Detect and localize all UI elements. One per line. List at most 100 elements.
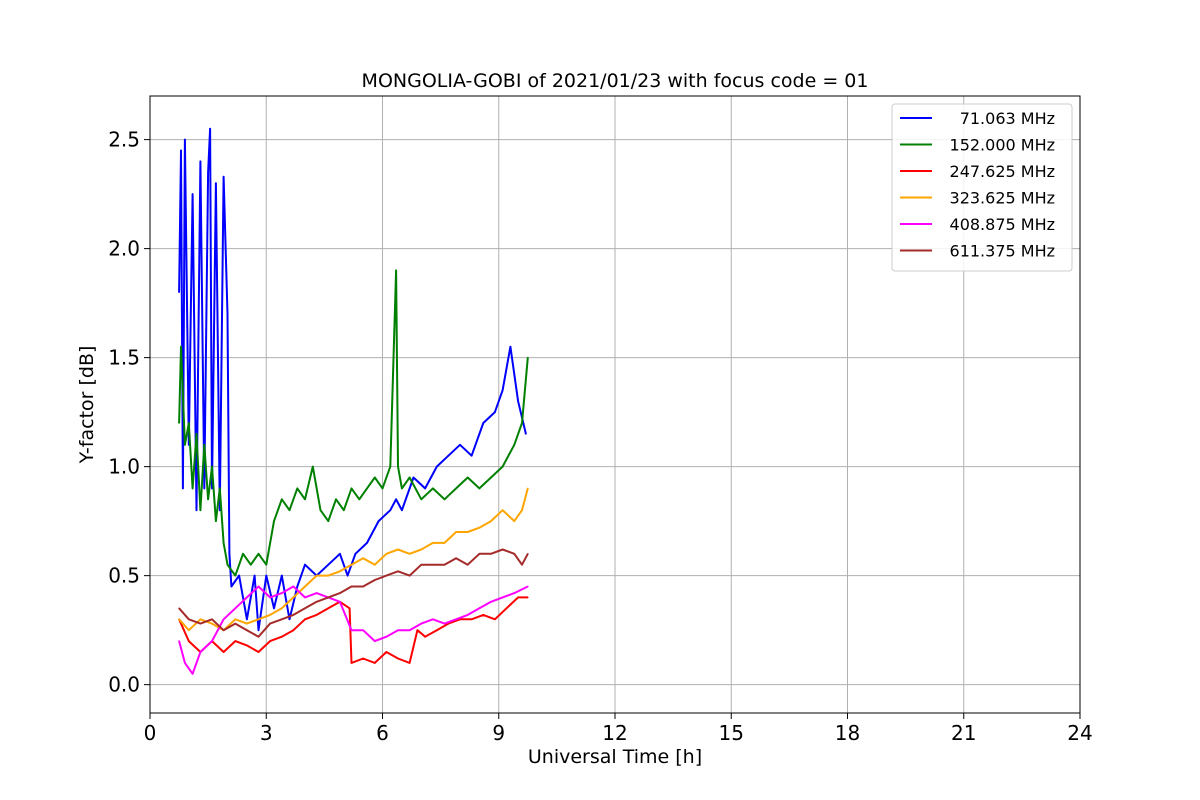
series-1-point <box>207 498 209 501</box>
series-2-point <box>315 614 318 616</box>
series-3-point <box>362 557 364 559</box>
series-5-point <box>521 563 523 566</box>
series-4-point <box>269 596 271 599</box>
series-4-point <box>513 592 516 594</box>
series-2-point <box>385 651 388 653</box>
series-4-point <box>432 618 434 621</box>
series-5-point <box>246 629 248 631</box>
series-4-point <box>385 635 388 638</box>
series-0-point <box>354 553 357 555</box>
series-0-point <box>195 509 198 512</box>
series-4-point <box>501 596 504 599</box>
series-0-point <box>377 520 380 522</box>
series-2-point <box>436 629 438 631</box>
series-3-point <box>527 487 529 490</box>
series-1-point <box>521 422 523 424</box>
series-3-point <box>408 553 411 555</box>
series-1-point <box>203 444 206 446</box>
series-4-point <box>397 629 399 631</box>
series-0-point <box>215 182 217 184</box>
series-0-point <box>436 465 438 468</box>
series-0-point <box>447 454 450 457</box>
series-0-point <box>304 563 306 566</box>
series-5-point <box>222 629 225 631</box>
series-0-point <box>339 553 341 555</box>
series-0-point <box>191 193 194 195</box>
series-1-point <box>335 498 337 501</box>
series-0-point <box>182 487 184 490</box>
series-5-point <box>501 548 504 551</box>
series-5-point <box>466 563 469 566</box>
series-1-point <box>501 465 504 468</box>
series-1-point <box>420 498 423 501</box>
x-tick-label: 18 <box>835 721 860 745</box>
series-5-point <box>327 596 330 599</box>
series-4-point <box>211 640 213 642</box>
x-tick-label: 9 <box>492 721 505 745</box>
series-2-point <box>222 651 225 653</box>
series-3-point <box>385 553 388 555</box>
series-0-point <box>207 171 209 174</box>
series-4-point <box>281 592 283 594</box>
series-4-point <box>222 618 225 621</box>
series-1-point <box>358 498 361 501</box>
series-5-point <box>188 618 190 621</box>
series-3-point <box>281 607 283 610</box>
series-5-point <box>339 592 341 594</box>
series-3-point <box>292 596 295 599</box>
series-4-point <box>362 629 364 631</box>
series-3-point <box>374 563 376 566</box>
series-5-point <box>304 607 306 610</box>
series-3-point <box>501 509 504 512</box>
series-5-point <box>281 618 283 621</box>
series-4-point <box>292 585 295 588</box>
series-4-point <box>374 640 376 642</box>
series-5-point <box>178 607 180 610</box>
series-0-point <box>203 487 206 490</box>
series-1-point <box>191 487 194 490</box>
series-1-point <box>288 509 291 512</box>
series-4-point <box>304 596 306 599</box>
series-4-point <box>246 596 248 599</box>
series-4-point <box>490 601 492 603</box>
ticks: 0 3 6 9 12 15 18 21 24 0.0 0.5 1.0 1.5 2.0 2.5 <box>108 128 1093 745</box>
series-0-point <box>509 345 512 348</box>
series-line-0 <box>178 127 527 632</box>
series-0-point <box>222 175 225 178</box>
series-1-point <box>513 444 516 446</box>
series-4-point <box>420 622 423 625</box>
series-1-point <box>257 553 260 555</box>
series-0-point <box>273 607 275 610</box>
series-4-point <box>466 614 469 616</box>
series-2-point <box>470 618 473 621</box>
x-tick-label: 24 <box>1067 721 1092 745</box>
series-3-point <box>339 570 341 573</box>
series-0-point <box>281 574 283 577</box>
series-0-point <box>470 454 473 457</box>
series-1-point <box>443 498 446 501</box>
series-0-point <box>211 487 213 490</box>
series-0-point <box>180 149 182 152</box>
series-0-point <box>395 498 397 501</box>
series-2-point <box>269 640 271 642</box>
series-5-point <box>513 553 516 555</box>
series-1-point <box>184 444 186 446</box>
chart-title: MONGOLIA-GOBI of 2021/01/23 with focus c… <box>362 70 869 92</box>
legend-box <box>891 103 1073 272</box>
series-1-point <box>180 345 182 348</box>
series-2-point <box>362 657 364 660</box>
series-5-point <box>408 574 411 577</box>
series-2-point <box>482 614 485 616</box>
series-3-point <box>466 531 469 533</box>
y-tick-label: 1.0 <box>108 455 140 479</box>
y-axis-label: Y-factor [dB] <box>76 346 98 465</box>
y-tick-label: 2.5 <box>108 128 140 152</box>
series-1-point <box>195 433 198 435</box>
series-5-point <box>385 574 388 577</box>
series-3-point <box>455 531 457 533</box>
series-1-point <box>178 422 180 424</box>
series-5-point <box>211 618 213 621</box>
series-0-point <box>288 618 291 621</box>
series-5-point <box>527 553 529 555</box>
y-tick-label: 2.0 <box>108 237 140 261</box>
